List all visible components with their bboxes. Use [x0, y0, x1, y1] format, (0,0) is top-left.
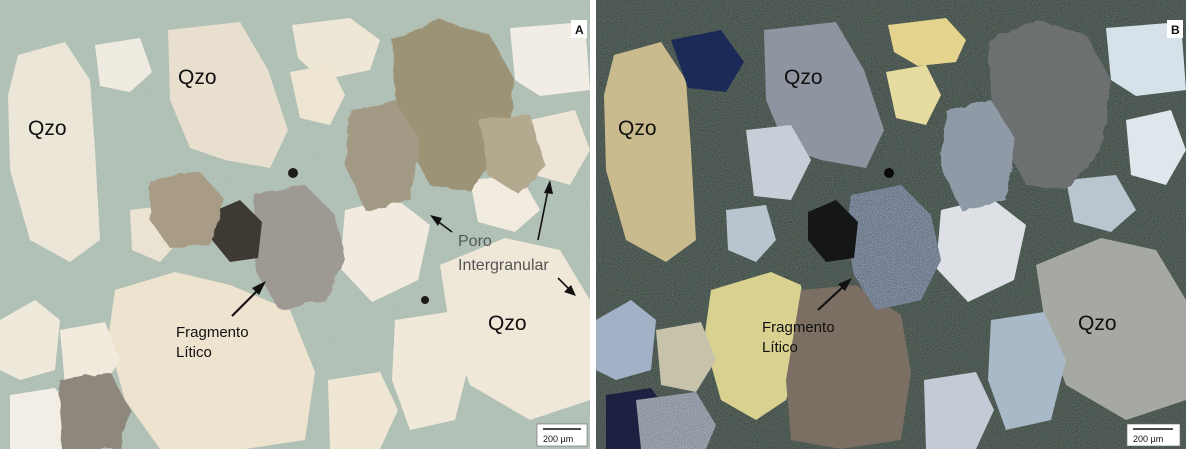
- grains: [0, 18, 590, 449]
- panel-a-plane-polarized: Qzo Qzo Qzo Fragmento Lítico Poro Interg…: [0, 0, 590, 449]
- quartz-grain: [604, 42, 696, 262]
- quartz-label: Qzo: [618, 117, 657, 140]
- quartz-grain: [440, 238, 590, 420]
- quartz-grain: [168, 22, 288, 168]
- lithic-fragment-label-line1: Fragmento: [762, 319, 835, 336]
- arrow-to-lithic-fragment: [817, 278, 852, 311]
- pore-label-line2: Intergranular: [458, 257, 549, 274]
- panel-b-cross-polarized: Qzo Qzo Qzo Fragmento Lítico B 200 µm: [596, 0, 1186, 449]
- quartz-grain: [392, 312, 470, 430]
- quartz-grain: [596, 300, 656, 380]
- quartz-label: Qzo: [28, 117, 67, 140]
- quartz-grain: [941, 100, 1016, 210]
- speckled-grain: [636, 392, 716, 449]
- arrow-to-pore: [557, 277, 576, 296]
- quartz-grain: [1036, 238, 1186, 420]
- scale-bar: 200 µm: [536, 423, 588, 447]
- arrow-to-pore: [430, 215, 453, 233]
- panel-letter-box: [571, 20, 587, 38]
- panel-letter-box: [1167, 20, 1183, 38]
- scale-bar-label: 200 µm: [1133, 434, 1163, 444]
- quartz-grain: [530, 110, 590, 185]
- quartz-grain: [786, 285, 911, 449]
- quartz-grain: [704, 272, 806, 420]
- scale-bar: 200 µm: [1126, 423, 1181, 447]
- quartz-grain: [988, 312, 1066, 430]
- altered-grain: [60, 372, 130, 449]
- quartz-grain: [671, 30, 744, 92]
- quartz-grain: [328, 372, 398, 449]
- quartz-grain: [888, 18, 966, 66]
- quartz-label: Qzo: [784, 66, 823, 89]
- quartz-grain: [726, 205, 776, 262]
- quartz-grain: [510, 22, 590, 96]
- dark-grain: [808, 200, 858, 262]
- altered-grains: [60, 20, 545, 449]
- quartz-grain: [988, 20, 1111, 190]
- lithic-fragment-grain: [846, 185, 941, 310]
- quartz-grain: [746, 125, 811, 200]
- arrow-to-lithic-fragment: [231, 281, 266, 317]
- quartz-grain: [290, 65, 345, 125]
- lithic-fragment-label-line2: Lítico: [762, 339, 798, 356]
- opaque-mineral: [288, 168, 298, 178]
- quartz-grain: [924, 372, 994, 449]
- lithic-fragment-label-line2: Lítico: [176, 344, 212, 361]
- quartz-grain: [108, 272, 315, 449]
- lithic-fragment-grain: [250, 185, 345, 310]
- quartz-grain: [340, 198, 430, 302]
- quartz-label: Qzo: [178, 66, 217, 89]
- lithic-fragment-label-line1: Fragmento: [176, 324, 249, 341]
- scale-bar-label: 200 µm: [543, 434, 573, 444]
- quartz-grain: [1106, 22, 1186, 96]
- altered-grain: [480, 115, 545, 195]
- panel-letter: B: [1171, 23, 1180, 37]
- quartz-label: Qzo: [1078, 312, 1117, 335]
- quartz-grain: [886, 65, 941, 125]
- quartz-label: Qzo: [488, 312, 527, 335]
- opaque-mineral: [884, 168, 894, 178]
- quartz-grain: [1126, 110, 1186, 185]
- grains: [596, 18, 1186, 449]
- quartz-grain: [1066, 175, 1136, 232]
- quartz-grain: [656, 322, 716, 392]
- quartz-grain: [936, 198, 1026, 302]
- quartz-grain: [292, 18, 380, 80]
- panel-letter: A: [575, 23, 584, 37]
- altered-grain: [150, 172, 225, 248]
- quartz-grain: [8, 42, 100, 262]
- opaque-mineral: [421, 296, 429, 304]
- quartz-grain: [95, 38, 152, 92]
- quartz-grain: [0, 300, 60, 380]
- arrow-to-pore: [537, 180, 553, 241]
- dark-grain: [212, 200, 262, 262]
- pore-label-line1: Poro: [458, 233, 492, 250]
- altered-grain: [345, 100, 420, 210]
